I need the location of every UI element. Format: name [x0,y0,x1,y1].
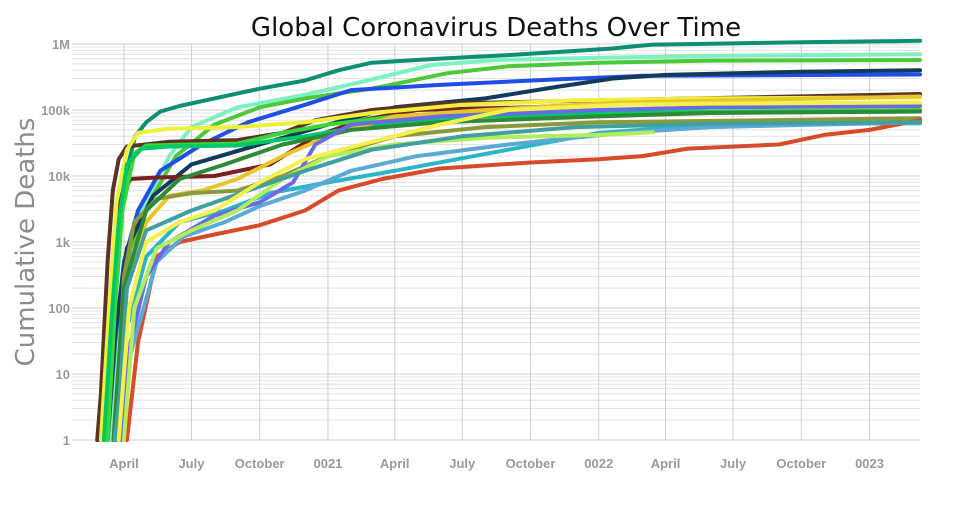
x-tick-label: 0021 [313,456,342,471]
series-line-9 [105,108,922,442]
x-tick-label: 0022 [584,456,613,471]
y-tick-label: 1k [56,235,71,250]
y-tick-label: 10k [48,169,70,184]
series-line-8 [98,95,922,442]
x-tick-label: July [449,456,476,471]
x-tick-label: October [776,456,826,471]
series-line-20 [116,100,922,442]
x-tick-label: 0023 [855,456,884,471]
y-tick-label: 10 [56,367,70,382]
series-line-4 [105,72,922,442]
x-tick-label: April [651,456,681,471]
x-tick-label: April [380,456,410,471]
y-tick-label: 100 [48,301,70,316]
x-tick-label: October [506,456,556,471]
series-lines [95,38,922,442]
x-tick-label: April [109,456,139,471]
y-axis-label: Cumulative Deaths [11,118,41,367]
x-tick-label: July [178,456,205,471]
y-tick-label: 1M [52,37,70,52]
series-line-13 [111,109,922,442]
series-line-19 [114,120,922,442]
series-line-7 [95,92,922,442]
y-tick-label: 1 [63,433,70,448]
y-tick-label: 100k [41,103,71,118]
x-tick-label: July [720,456,747,471]
x-axis-ticks: April July October 0021 April July October 0022… [109,456,884,471]
x-tick-label: October [235,456,285,471]
chart-title: Global Coronavirus Deaths Over Time [251,13,741,43]
series-line-3 [105,58,922,442]
series-line-12 [113,116,922,442]
series-line-10 [101,109,922,442]
y-axis-ticks: 1 10 100 1k 10k 100k 1M [41,37,71,448]
